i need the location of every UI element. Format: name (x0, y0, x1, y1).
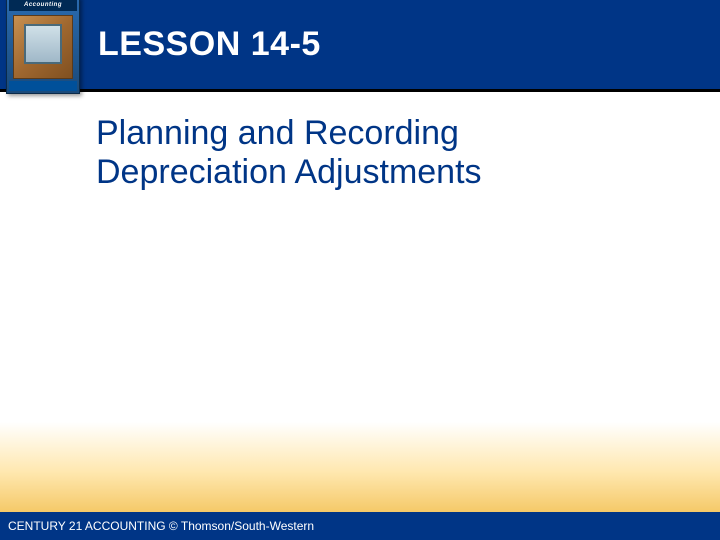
book-cover-art (13, 15, 73, 79)
slide-container: Accounting LESSON 14-5 Planning and Reco… (0, 0, 720, 540)
footer-text: CENTURY 21 ACCOUNTING © Thomson/South-We… (8, 519, 314, 533)
content-area: Planning and Recording Depreciation Adju… (0, 92, 720, 540)
lesson-title: LESSON 14-5 (98, 25, 321, 64)
book-cover-image: Accounting (6, 0, 80, 94)
header-band: Accounting LESSON 14-5 (0, 0, 720, 92)
book-bottom-strip (9, 81, 77, 91)
book-brand-label: Accounting (9, 0, 77, 11)
footer-bar: CENTURY 21 ACCOUNTING © Thomson/South-We… (0, 512, 720, 540)
topic-title: Planning and Recording Depreciation Adju… (96, 114, 656, 192)
book-window-graphic (24, 24, 62, 64)
